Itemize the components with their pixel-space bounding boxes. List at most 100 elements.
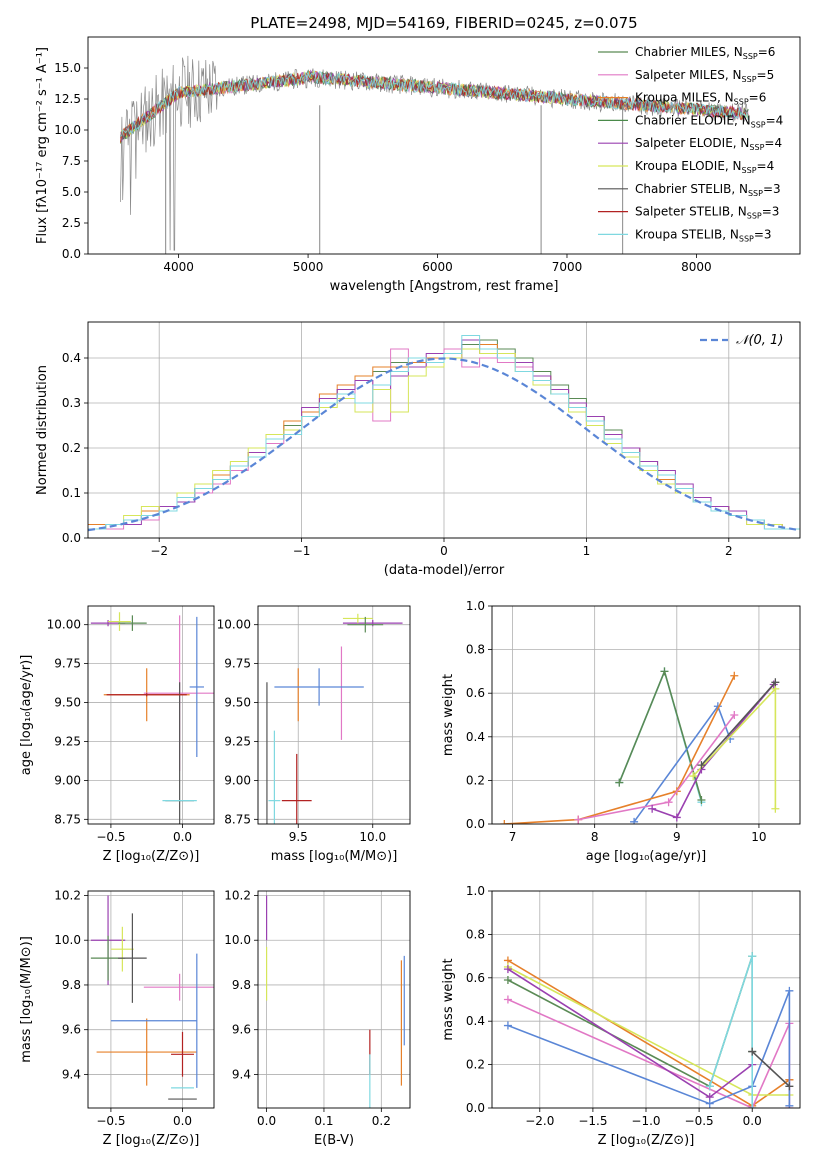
legend-label: Kroupa STELIB, NSSP=3	[635, 227, 772, 243]
axes-frame	[491, 605, 801, 825]
x-tick-label: 0.0	[173, 830, 192, 844]
legend-subscript: SSP	[742, 166, 757, 175]
axes-residuals: −2 −1 0 1 2 0.0 0.1 0.2 0.3 0.4 (data-model)/error…	[35, 321, 801, 578]
weight-line	[651, 683, 775, 819]
weight-marker	[705, 1082, 714, 1091]
legend-label: Salpeter STELIB, NSSP=3	[635, 205, 779, 221]
x-tick-label: −1	[293, 544, 311, 558]
x-tick-label: 10.0	[359, 830, 386, 844]
legend-suffix: =6	[758, 45, 776, 59]
axes-mass-vs-Z: −0.5 0.0 9.4 9.6 9.8 10.0 10.2 Z [log₁₀(Z/Z⊙)] m…	[19, 888, 215, 1148]
legend-subscript: SSP	[751, 120, 766, 129]
y-tick-label: 0.2	[62, 441, 81, 455]
y-tick-label: 9.6	[62, 1023, 81, 1037]
weight-marker	[748, 1104, 757, 1108]
y-tick-label: 10.00	[217, 618, 251, 632]
weight-line	[700, 681, 776, 766]
x-tick-label: 0.0	[743, 1114, 762, 1128]
weight-marker	[615, 778, 624, 787]
weight-line	[633, 704, 731, 823]
x-tick-label: 0.1	[314, 1114, 333, 1128]
x-tick-label: −1.5	[578, 1114, 607, 1128]
weight-line	[692, 686, 777, 809]
gaussian-curve	[88, 357, 800, 532]
x-axis-label: age [log₁₀(age/yr)]	[586, 849, 707, 864]
plot-area	[88, 335, 800, 532]
weight-marker	[672, 813, 681, 822]
y-tick-label: 0.4	[466, 1014, 485, 1028]
legend-suffix: =5	[757, 68, 775, 82]
x-tick-label: −1.0	[631, 1114, 660, 1128]
x-tick-label: 7	[509, 830, 517, 844]
legend-label: Kroupa MILES, NSSP=6	[635, 91, 766, 107]
y-tick-label: 0.0	[62, 247, 81, 261]
y-tick-label: 1.0	[466, 884, 485, 898]
legend-label: Chabrier MILES, NSSP=6	[635, 45, 775, 61]
x-axis-label: Z [log₁₀(Z/Z⊙)]	[598, 1133, 695, 1148]
legend-label: 𝒩(0, 1)	[736, 333, 783, 348]
weight-marker	[500, 820, 509, 824]
legend: Chabrier MILES, NSSP=6 Salpeter MILES, NS…	[598, 45, 783, 243]
plot-area	[500, 667, 780, 824]
legend-subscript: SSP	[742, 75, 757, 84]
y-tick-label: 0.6	[466, 686, 485, 700]
y-tick-label: 0.0	[466, 1101, 485, 1115]
x-tick-label: −0.5	[96, 1114, 125, 1128]
y-axis-label: mass weight	[441, 674, 456, 756]
y-tick-label: 0.2	[466, 773, 485, 787]
plot-area	[119, 55, 749, 254]
x-tick-label: −0.5	[685, 1114, 714, 1128]
x-tick-label: 0.0	[257, 1114, 276, 1128]
y-tick-label: 8.75	[54, 812, 81, 826]
legend-suffix: =3	[762, 205, 780, 219]
x-tick-label: −0.5	[96, 830, 125, 844]
x-tick-label: 7000	[552, 260, 583, 274]
x-tick-label: 9.5	[289, 830, 308, 844]
legend-label: Salpeter ELODIE, NSSP=4	[635, 136, 782, 152]
x-tick-label: −2	[150, 544, 168, 558]
x-axis-label: wavelength [Angstrom, rest frame]	[330, 279, 559, 294]
legend-suffix: =3	[754, 227, 772, 241]
y-tick-label: 9.50	[224, 696, 251, 710]
legend-subscript: SSP	[734, 98, 749, 107]
weight-marker	[730, 671, 739, 680]
weight-line	[507, 959, 790, 1107]
y-tick-label: 0.8	[466, 643, 485, 657]
axes-frame	[257, 890, 411, 1109]
weight-marker	[697, 796, 706, 805]
y-tick-label: 9.25	[224, 734, 251, 748]
x-tick-label: 9	[673, 830, 681, 844]
legend-suffix: =6	[749, 91, 767, 105]
y-tick-label: 10.00	[47, 618, 81, 632]
x-tick-label: 8	[591, 830, 599, 844]
weight-marker	[630, 817, 639, 824]
y-tick-label: 9.75	[224, 657, 251, 671]
y-axis-label: age [log₁₀(age/yr)]	[19, 655, 34, 776]
weight-marker	[664, 798, 673, 807]
y-tick-label: 9.00	[224, 773, 251, 787]
axes-weight-vs-age: 7 8 9 10 0.0 0.2 0.4 0.6 0.8 1.0 age [log₁₀(age/yr…	[441, 599, 801, 864]
legend-subscript: SSP	[747, 212, 762, 221]
axes-frame	[87, 605, 215, 825]
axes-frame	[491, 890, 801, 1109]
y-tick-label: 9.4	[62, 1067, 81, 1081]
weight-marker	[785, 1082, 794, 1091]
legend-label: Salpeter MILES, NSSP=5	[635, 68, 774, 84]
weight-marker	[785, 1101, 794, 1108]
legend-suffix: =4	[757, 159, 775, 173]
weight-marker	[771, 678, 780, 687]
y-tick-label: 0.8	[466, 927, 485, 941]
legend-suffix: =4	[764, 136, 782, 150]
x-tick-label: 2	[725, 544, 733, 558]
y-axis-label: mass [log₁₀(M/M⊙)]	[19, 936, 34, 1063]
weight-marker	[689, 772, 698, 781]
y-tick-label: 9.75	[54, 657, 81, 671]
y-tick-label: 0.2	[466, 1058, 485, 1072]
axes-frame	[87, 36, 801, 255]
y-tick-label: 2.5	[62, 216, 81, 230]
legend-label: Chabrier ELODIE, NSSP=4	[635, 113, 783, 129]
legend-subscript: SSP	[749, 143, 764, 152]
y-tick-label: 9.00	[54, 773, 81, 787]
weight-marker	[503, 965, 512, 974]
